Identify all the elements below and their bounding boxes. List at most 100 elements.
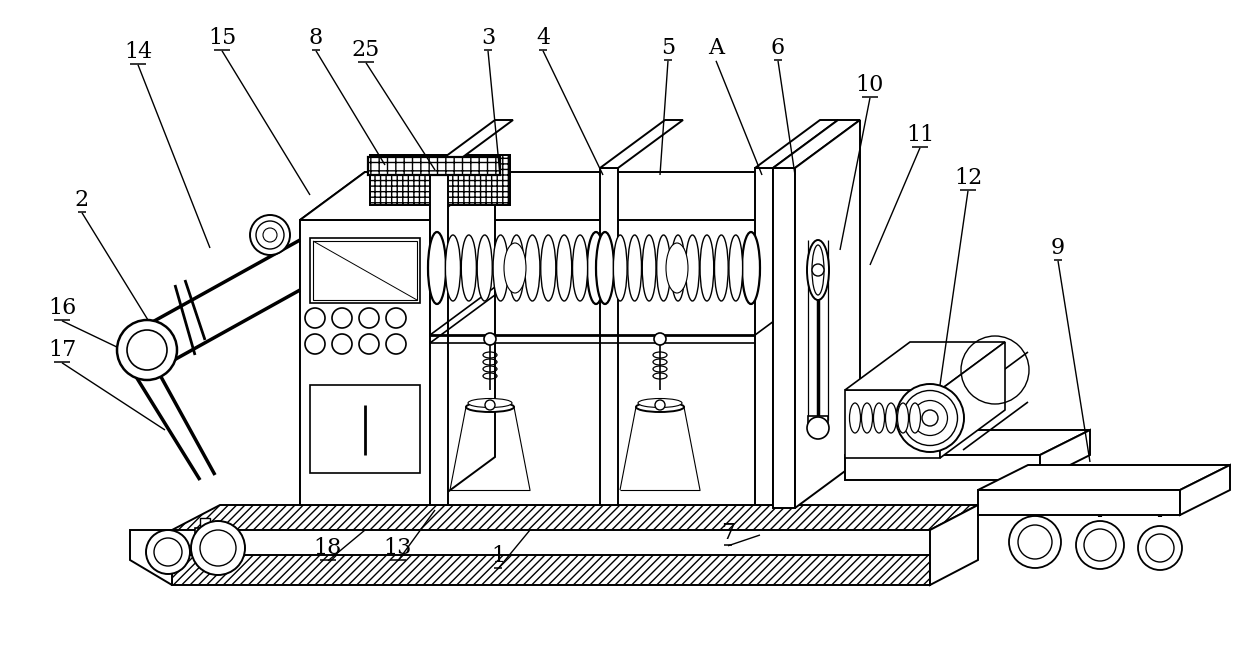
Polygon shape	[930, 505, 978, 585]
Circle shape	[1146, 534, 1174, 562]
Text: 25: 25	[352, 39, 381, 61]
Circle shape	[360, 308, 379, 328]
Polygon shape	[780, 172, 844, 505]
Ellipse shape	[873, 403, 884, 433]
Text: 3: 3	[481, 27, 495, 49]
Ellipse shape	[807, 417, 830, 439]
Ellipse shape	[428, 232, 446, 304]
Circle shape	[305, 308, 325, 328]
Polygon shape	[795, 120, 861, 508]
Circle shape	[305, 334, 325, 354]
Ellipse shape	[913, 400, 947, 436]
Ellipse shape	[666, 243, 688, 293]
Polygon shape	[844, 342, 1004, 390]
Text: 12: 12	[954, 167, 982, 189]
Bar	[844, 390, 940, 458]
Circle shape	[923, 410, 937, 426]
Polygon shape	[940, 342, 1004, 458]
Text: 7: 7	[720, 522, 735, 544]
Circle shape	[1084, 529, 1116, 561]
Polygon shape	[130, 530, 172, 585]
Ellipse shape	[686, 235, 699, 301]
Text: A: A	[708, 37, 724, 59]
Text: 4: 4	[536, 27, 551, 49]
Text: 15: 15	[208, 27, 236, 49]
Bar	[195, 528, 229, 543]
Ellipse shape	[627, 235, 641, 301]
Ellipse shape	[639, 398, 682, 408]
Circle shape	[126, 330, 167, 370]
Bar	[312, 241, 417, 300]
Text: 5: 5	[661, 37, 675, 59]
Ellipse shape	[541, 235, 556, 301]
Bar	[310, 238, 420, 303]
Ellipse shape	[898, 403, 909, 433]
Polygon shape	[978, 490, 1180, 515]
Bar	[808, 416, 828, 424]
Ellipse shape	[614, 235, 627, 301]
Circle shape	[332, 334, 352, 354]
Ellipse shape	[636, 402, 684, 412]
Polygon shape	[844, 455, 1040, 480]
Ellipse shape	[573, 235, 588, 301]
Polygon shape	[430, 120, 513, 168]
Ellipse shape	[250, 215, 290, 255]
Ellipse shape	[255, 221, 284, 249]
Circle shape	[653, 333, 666, 345]
Polygon shape	[978, 465, 1230, 490]
Text: 9: 9	[1052, 237, 1065, 259]
Ellipse shape	[596, 232, 614, 304]
Ellipse shape	[642, 235, 656, 301]
Polygon shape	[430, 168, 448, 505]
Polygon shape	[368, 157, 500, 175]
Ellipse shape	[897, 384, 963, 452]
Polygon shape	[773, 120, 861, 168]
Circle shape	[812, 264, 825, 276]
Text: 1: 1	[491, 545, 505, 567]
Polygon shape	[300, 220, 780, 505]
Text: 10: 10	[856, 74, 884, 96]
Ellipse shape	[508, 235, 525, 301]
Circle shape	[146, 530, 190, 574]
Ellipse shape	[263, 228, 277, 242]
Ellipse shape	[525, 235, 539, 301]
Bar	[200, 518, 210, 530]
Circle shape	[1009, 516, 1061, 568]
Polygon shape	[600, 120, 683, 168]
Text: 13: 13	[384, 537, 412, 559]
Text: 11: 11	[906, 124, 934, 146]
Circle shape	[1076, 521, 1123, 569]
Ellipse shape	[587, 232, 605, 304]
Circle shape	[154, 538, 182, 566]
Ellipse shape	[477, 235, 492, 301]
Polygon shape	[1180, 465, 1230, 515]
Text: 17: 17	[48, 339, 76, 361]
Ellipse shape	[461, 235, 476, 301]
Ellipse shape	[909, 403, 920, 433]
Circle shape	[191, 521, 246, 575]
Text: 8: 8	[309, 27, 324, 49]
Ellipse shape	[903, 391, 957, 445]
Text: 18: 18	[314, 537, 342, 559]
Circle shape	[1138, 526, 1182, 570]
Polygon shape	[370, 155, 510, 205]
Ellipse shape	[862, 403, 873, 433]
Polygon shape	[430, 172, 495, 505]
Ellipse shape	[807, 240, 830, 300]
Bar	[310, 385, 420, 473]
Ellipse shape	[494, 235, 508, 301]
Ellipse shape	[812, 245, 825, 295]
Polygon shape	[300, 220, 430, 505]
Ellipse shape	[467, 398, 512, 408]
Circle shape	[117, 320, 177, 380]
Text: 14: 14	[124, 41, 153, 63]
Text: 6: 6	[771, 37, 785, 59]
Ellipse shape	[885, 403, 897, 433]
Polygon shape	[300, 172, 844, 220]
Ellipse shape	[657, 235, 671, 301]
Ellipse shape	[557, 235, 572, 301]
Text: 16: 16	[48, 297, 76, 319]
Ellipse shape	[671, 235, 684, 301]
Ellipse shape	[849, 403, 861, 433]
Polygon shape	[755, 168, 773, 505]
